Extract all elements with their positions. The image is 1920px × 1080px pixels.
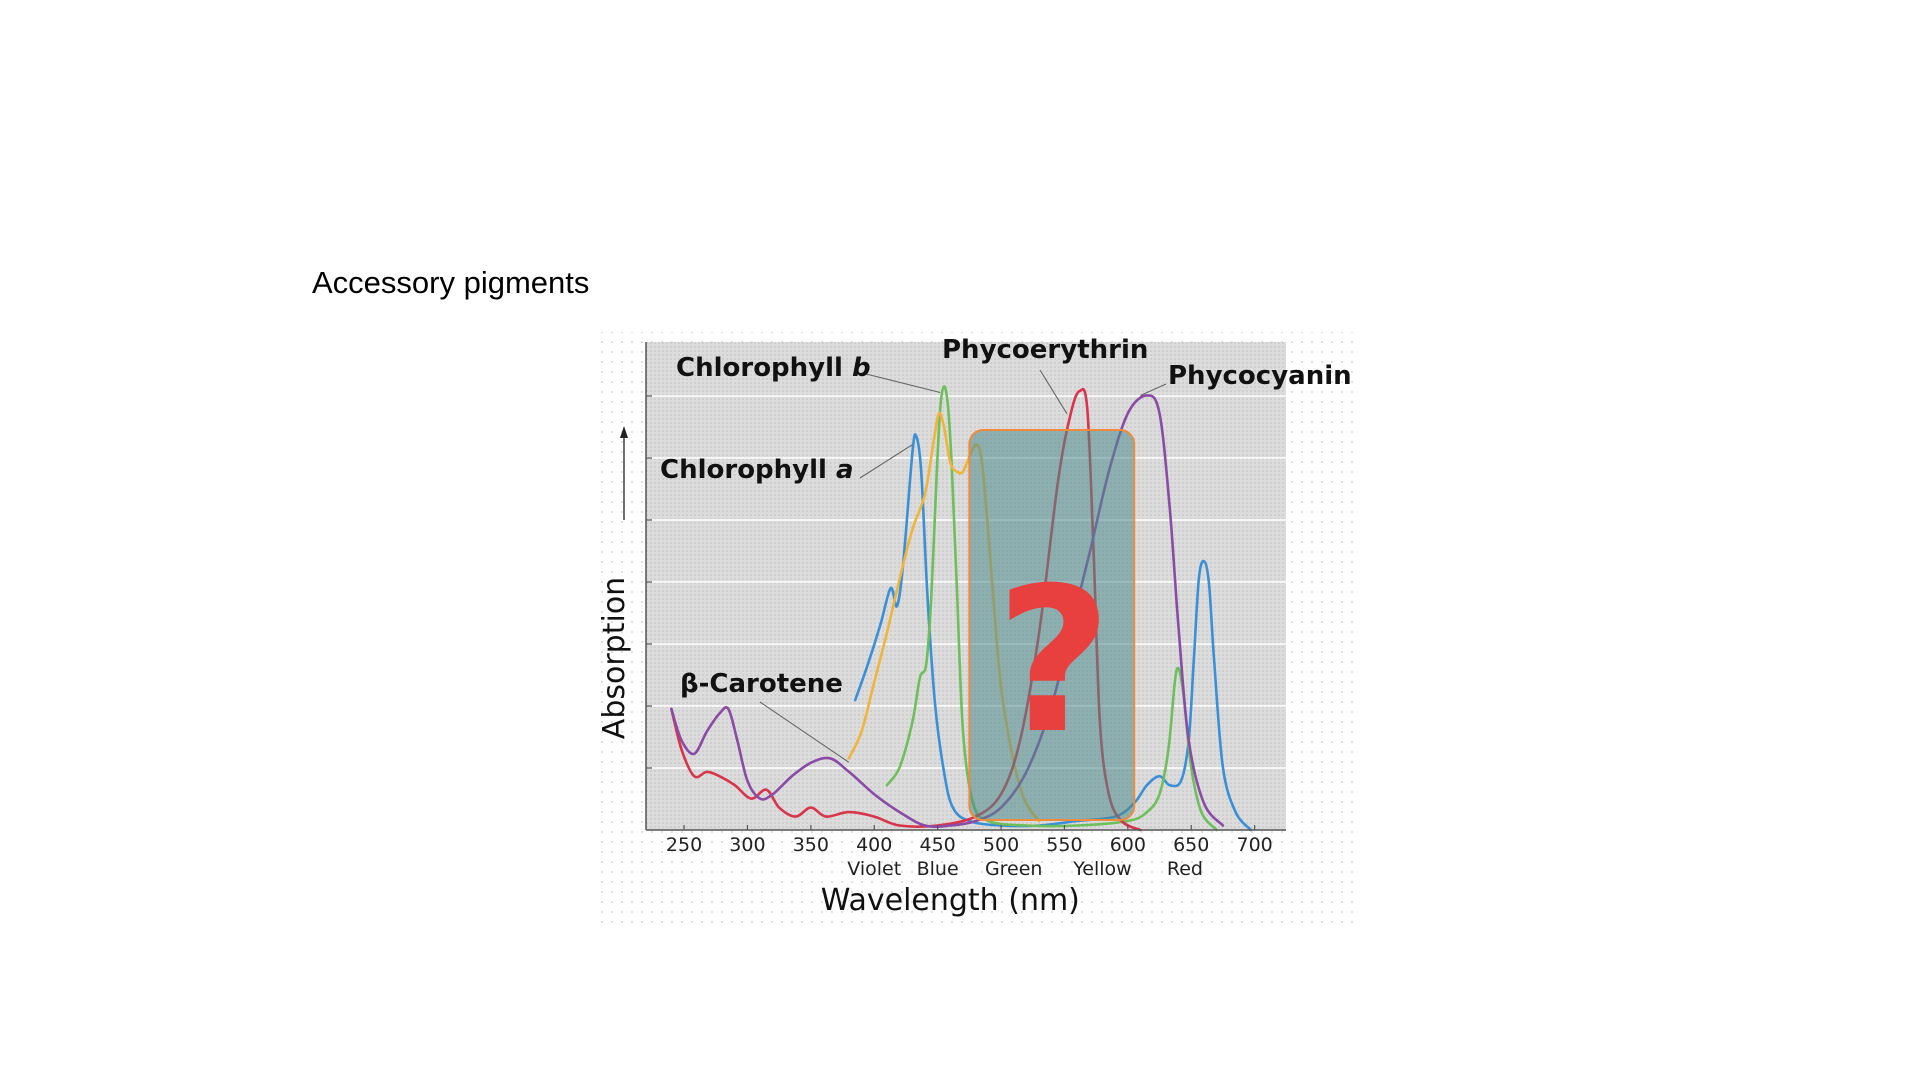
x-tick-label: 250 [666, 834, 702, 856]
slide-title: Accessory pigments [312, 265, 590, 300]
plot-area [646, 342, 1286, 830]
x-tick-label: 300 [729, 834, 765, 856]
label-carotene: β-Carotene [680, 669, 843, 699]
x-tick-label: 500 [983, 834, 1019, 856]
labels-layer: Chlorophyll b Chlorophyll a Phycoerythrin P… [660, 335, 1352, 763]
leader-line-phycocyanin [1140, 383, 1167, 396]
color-band-label: Yellow [1072, 858, 1132, 880]
label-chlorophyll-b: Chlorophyll b [676, 353, 871, 383]
label-phycocyanin: Phycocyanin [1168, 361, 1352, 391]
leader-line-chlorophyll-a [859, 444, 913, 479]
x-tick-label: 400 [856, 834, 892, 856]
question-mark: ? [996, 545, 1112, 778]
y-axis-arrow-head [620, 426, 628, 438]
leader-line-chlorophyll-b [861, 372, 941, 394]
x-tick-label: 650 [1173, 834, 1209, 856]
label-phycoerythrin: Phycoerythrin [942, 335, 1148, 365]
leader-line-phycoerythrin [1039, 369, 1068, 415]
axes-layer: 250 300 350 400 450 500 550 600 650 700 Violet Blue… [597, 342, 1286, 918]
leader-line-carotene [759, 701, 850, 763]
x-tick-label: 350 [793, 834, 829, 856]
absorption-spectrum-chart: ? 250 300 350 400 450 500 550 600 650 700 Violet Bl… [596, 332, 1356, 928]
x-tick-label: 600 [1110, 834, 1146, 856]
x-tick-label: 700 [1237, 834, 1273, 856]
series-line-phycocyanin [670, 394, 1225, 829]
label-chlorophyll-a: Chlorophyll a [660, 455, 854, 485]
x-tick-label: 450 [920, 834, 956, 856]
highlight-box [968, 429, 1136, 821]
color-band-label: Red [1167, 858, 1203, 880]
color-band-label: Green [985, 858, 1043, 880]
x-tick-label: 550 [1046, 834, 1082, 856]
color-band-label: Violet [847, 858, 901, 880]
color-band-label: Blue [917, 858, 959, 880]
x-axis-title: Wavelength (nm) [821, 883, 1080, 918]
y-axis-title: Absorption [597, 577, 632, 739]
absorption-spectrum-figure: ? 250 300 350 400 450 500 550 600 650 700 Violet Bl… [590, 330, 1370, 935]
series-line-chlorophyll-b [885, 385, 1218, 832]
highlight-layer: ? [968, 429, 1136, 821]
